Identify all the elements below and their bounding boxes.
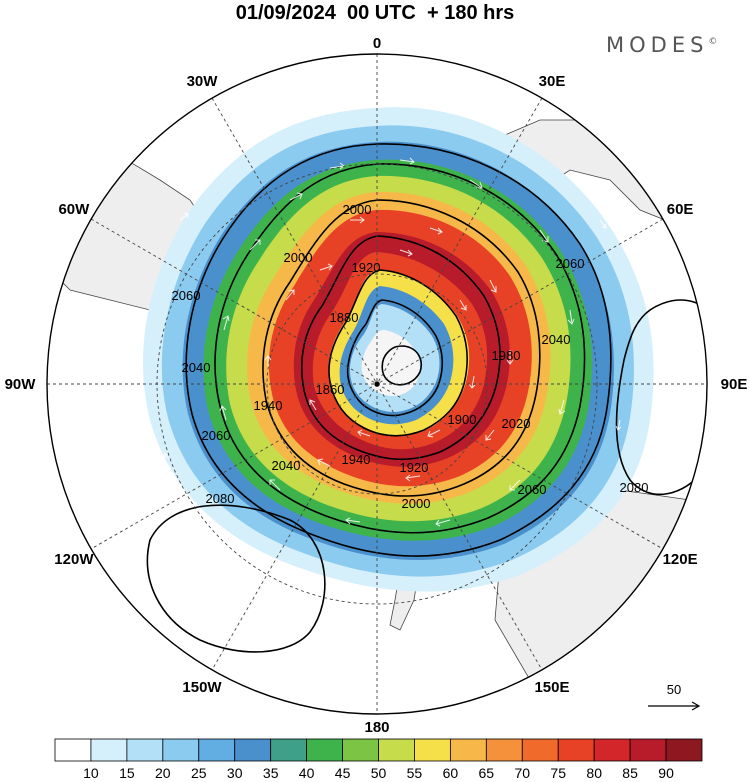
colorbar-label: 25 [191, 765, 207, 781]
contour-label: 1880 [330, 310, 359, 325]
longitude-label: 150E [534, 679, 569, 696]
colorbar-label: 80 [586, 765, 602, 781]
contour-label: 1920 [400, 460, 429, 475]
contour-label: 2080 [620, 480, 649, 495]
colorbar-label: 30 [227, 765, 243, 781]
modes-logo: MODES© [606, 33, 717, 57]
contour-label: 2000 [284, 250, 313, 265]
contour-2060 [185, 143, 612, 557]
colorbar-label: 85 [622, 765, 638, 781]
logo-mark: © [708, 37, 718, 47]
map-title: 01/09/2024 00 UTC + 180 hrs [235, 2, 515, 24]
contour-label: 2040 [542, 332, 571, 347]
contour-label: 2060 [172, 288, 201, 303]
colorbar-swatch [557, 738, 595, 762]
longitude-label: 120W [54, 551, 94, 568]
longitude-label: 90W [5, 376, 37, 393]
colorbar-swatch [270, 738, 308, 762]
colorbar-swatch [665, 738, 703, 762]
contour-label: 1980 [492, 348, 521, 363]
colorbar-label: 45 [335, 765, 351, 781]
colorbar-label: 35 [263, 765, 279, 781]
height-contours [146, 143, 707, 653]
colorbar-label: 75 [550, 765, 566, 781]
colorbar-swatch [162, 738, 200, 762]
contour-1900 [328, 269, 469, 437]
colorbar-swatch [378, 738, 415, 762]
longitude-label: 90E [721, 376, 748, 393]
colorbar-swatch [54, 738, 92, 762]
logo-text: MODES [606, 33, 709, 57]
longitude-label: 0 [373, 35, 381, 52]
colorbar-label: 15 [119, 765, 135, 781]
wind-vectors [163, 157, 622, 527]
longitude-label: 30W [187, 73, 219, 90]
contour-1860 [346, 299, 444, 417]
colorbar-label: 70 [515, 765, 531, 781]
colorbar-swatch [485, 738, 523, 762]
map-boundary [46, 53, 708, 715]
colorbar-label: 20 [155, 765, 171, 781]
pole-marker [374, 381, 380, 387]
colorbar-swatch [414, 738, 451, 762]
colorbar-swatch [198, 738, 236, 762]
contour-2080-east [615, 299, 707, 496]
contour-label: 2060 [556, 256, 585, 271]
colorbar-label: 65 [479, 765, 495, 781]
longitude-label: 150W [182, 679, 222, 696]
colorbar-label: 90 [658, 765, 674, 781]
contour-label: 1940 [342, 452, 371, 467]
longitude-label: 30E [539, 73, 566, 90]
contour-2040 [214, 163, 586, 534]
colorbar-swatch [629, 738, 667, 762]
colorbar-swatch [306, 738, 343, 762]
reference-vector-label: 50 [667, 682, 681, 697]
contour-label: 2000 [402, 496, 431, 511]
colorbar-label: 55 [407, 765, 423, 781]
contour-label: 1920 [352, 260, 381, 275]
longitude-label: 60E [667, 201, 694, 218]
colorbar-swatch [449, 738, 487, 762]
contour-label: 1900 [448, 412, 477, 427]
colorbar-swatch [521, 738, 559, 762]
colorbar-label: 60 [443, 765, 459, 781]
contour-label: 2020 [502, 416, 531, 431]
contour-label: 2000 [343, 202, 372, 217]
colorbar-label: 10 [83, 765, 99, 781]
contour-low-center [381, 345, 422, 386]
contour-2080-west [146, 504, 326, 653]
contour-label: 2080 [206, 491, 235, 506]
colorbar-swatch [593, 738, 631, 762]
colorbar-swatch [234, 738, 272, 762]
longitude-label: 180 [364, 719, 389, 736]
longitude-labels: 0 30E 60E 90E 120E 150E 180 150W 120W 90W 60W 30W [5, 35, 748, 736]
colorbar: 10 15 20 25 30 35 40 45 50 55 60 65 70 75 80 85 90 [54, 738, 703, 781]
colorbar-swatch [90, 738, 128, 762]
colorbar-swatch [342, 738, 379, 762]
contour-label: 2060 [202, 428, 231, 443]
longitude-label: 60W [58, 201, 90, 218]
contour-label: 2040 [272, 458, 301, 473]
colorbar-swatch [126, 738, 164, 762]
contour-2000 [262, 199, 541, 497]
contour-label: 2060 [518, 482, 547, 497]
contour-label: 1860 [316, 382, 345, 397]
colorbar-label: 40 [299, 765, 315, 781]
contour-1940 [301, 235, 501, 461]
colorbar-label: 50 [371, 765, 387, 781]
reference-vector: 50 [648, 682, 701, 711]
contour-labels: 2000 2000 1920 1880 1860 1940 1940 1920 2000 2040… [172, 202, 649, 511]
longitude-label: 120E [663, 551, 698, 568]
contour-label: 2040 [182, 360, 211, 375]
contour-label: 1940 [254, 398, 283, 413]
wind-speed-field [143, 107, 654, 592]
